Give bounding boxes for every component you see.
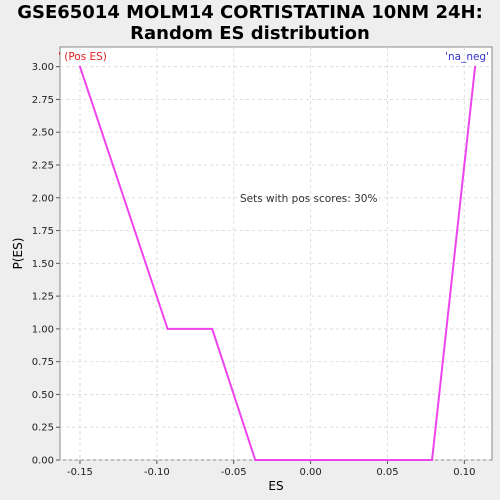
series-point: [211, 327, 214, 330]
y-tick-label: 2.75: [32, 95, 54, 106]
y-tick-label: 1.00: [32, 324, 54, 335]
chart-title-line-1: GSE65014 MOLM14 CORTISTATINA 10NM 24H:: [17, 2, 483, 23]
y-tick-label: 0.00: [32, 456, 54, 467]
chart-title-line-2: Random ES distribution: [130, 23, 370, 44]
y-tick-label: 1.75: [32, 226, 54, 237]
y-tick-label: 0.25: [32, 423, 54, 434]
y-tick-label: 2.00: [32, 193, 54, 204]
y-tick-label: 3.00: [32, 62, 54, 73]
x-axis-ticks: -0.15 -0.10 -0.05 0.00 0.05 0.10: [67, 460, 475, 478]
chart-title: GSE65014 MOLM14 CORTISTATINA 10NM 24H: R…: [0, 2, 500, 44]
y-tick-label: 0.75: [32, 357, 54, 368]
grid-lines: [60, 47, 492, 461]
annotation-pos-es: ' (Pos ES): [58, 51, 107, 63]
x-tick-label: -0.05: [221, 467, 247, 478]
series-point: [254, 459, 257, 461]
series-points: [78, 65, 477, 461]
series-point: [78, 65, 81, 68]
x-tick-label: 0.10: [453, 467, 475, 478]
y-tick-label: 1.25: [32, 292, 54, 303]
annotation-na-neg: 'na_neg': [445, 51, 489, 63]
y-tick-label: 0.50: [32, 390, 54, 401]
y-tick-label: 2.50: [32, 128, 54, 139]
x-tick-label: -0.15: [67, 467, 93, 478]
x-tick-label: 0.00: [299, 467, 321, 478]
series-point: [474, 65, 477, 68]
x-tick-label: 0.05: [376, 467, 398, 478]
x-axis-label: ES: [268, 479, 283, 493]
x-tick-label: -0.10: [144, 467, 170, 478]
y-axis-label: P(ES): [11, 238, 25, 270]
annotation-pos-scores: Sets with pos scores: 30%: [240, 193, 377, 205]
y-tick-label: 1.50: [32, 259, 54, 270]
y-tick-label: 2.25: [32, 161, 54, 172]
series-point: [431, 459, 434, 461]
y-axis-ticks: 0.00 0.25 0.50 0.75 1.00 1.25 1.50 1.75 2.00 2.25…: [32, 62, 60, 467]
series-point: [166, 327, 169, 330]
plot-area: [59, 46, 493, 461]
series-line: [79, 66, 477, 461]
